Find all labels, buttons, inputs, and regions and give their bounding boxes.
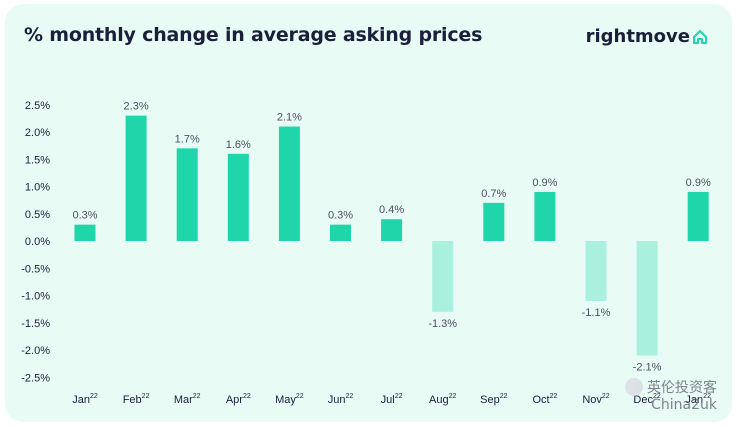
bar (432, 241, 454, 312)
y-axis: 2.5% 2.0% 1.5% 1.0% 0.5% 0.0% -0.5% -1.0% -1.5% -… (21, 100, 50, 385)
bar (636, 241, 658, 356)
brand-logo: rightmove (586, 26, 708, 47)
y-tick-label: 1.0% (25, 182, 50, 194)
wechat-logo-icon (625, 378, 643, 396)
x-tick-label: Mar22 (174, 393, 201, 406)
x-tick-label: May22 (275, 393, 304, 406)
y-tick-label: 0.5% (25, 209, 50, 221)
data-label: 0.9% (532, 177, 557, 189)
x-tick-label: Jan22 (685, 393, 711, 406)
bar (585, 241, 607, 301)
x-tick-label: Sep22 (480, 393, 507, 406)
bar (176, 148, 198, 241)
x-tick-label: Nov22 (582, 393, 609, 406)
y-tick-label: 1.5% (25, 154, 50, 166)
chart-title: % monthly change in average asking price… (24, 24, 483, 46)
watermark: 英伦投资客 China2uk (625, 377, 717, 413)
data-labels: 0.3% 2.3% 1.7% 1.6% 2.1% 0.3% 0.4% -1.3% 0.7% 0.9… (72, 101, 710, 374)
x-axis: Jan22 Feb22 Mar22 Apr22 May22 Jun22 Jul22 Aug22… (72, 393, 711, 406)
watermark-line2: China2uk (651, 397, 717, 413)
data-label: 0.3% (328, 210, 353, 222)
data-label: -1.3% (428, 318, 457, 330)
x-tick-label: Oct22 (532, 393, 557, 406)
x-tick-label: Aug22 (429, 393, 456, 406)
data-label: 1.7% (175, 133, 200, 145)
bar (687, 191, 709, 241)
y-tick-label: 2.5% (25, 100, 50, 112)
x-tick-label: Dec22 (633, 393, 660, 406)
bar (330, 224, 351, 241)
data-label: 1.6% (226, 139, 251, 151)
data-label: 0.9% (686, 177, 711, 189)
bar (74, 224, 96, 241)
bar (125, 115, 147, 241)
x-tick-label: Jun22 (328, 393, 354, 406)
y-tick-label: -1.0% (21, 291, 50, 303)
bars (74, 115, 709, 356)
y-tick-label: -2.5% (21, 372, 50, 384)
bar (227, 153, 249, 241)
watermark-line1: 英伦投资客 (647, 380, 717, 396)
x-tick-label: Feb22 (123, 393, 150, 406)
bar (483, 202, 505, 241)
data-label: -2.1% (633, 361, 662, 373)
bar (534, 191, 556, 241)
y-tick-label: 0.0% (25, 236, 50, 248)
brand-name: rightmove (585, 26, 690, 47)
data-label: -1.1% (582, 307, 611, 319)
x-tick-label: Jul22 (381, 393, 403, 406)
bar (381, 219, 403, 241)
data-label: 2.1% (277, 112, 302, 124)
data-label: 0.4% (379, 204, 404, 216)
y-tick-label: 2.0% (25, 127, 50, 139)
y-tick-label: -0.5% (21, 263, 50, 275)
data-label: 0.3% (72, 210, 97, 222)
y-tick-label: -1.5% (21, 318, 50, 330)
house-icon (693, 29, 707, 44)
x-tick-label: Apr22 (226, 393, 251, 406)
data-label: 2.3% (124, 101, 149, 113)
x-tick-label: Jan22 (72, 393, 98, 406)
bar (278, 126, 300, 241)
data-label: 0.7% (481, 188, 506, 200)
y-tick-label: -2.0% (21, 345, 50, 357)
